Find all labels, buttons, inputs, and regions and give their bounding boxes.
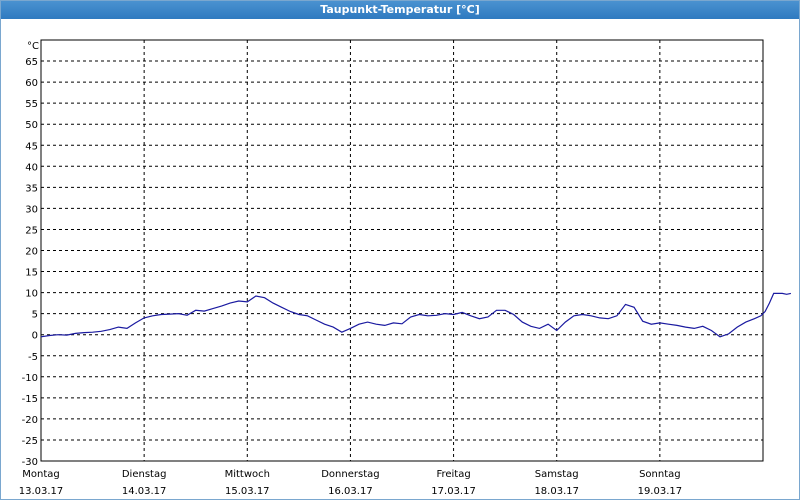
grid (41, 40, 763, 461)
x-tick-day-name: Mittwoch (225, 469, 270, 480)
x-tick-date: 15.03.17 (225, 486, 270, 497)
plot-border (40, 39, 764, 462)
y-tick-label: 20 (25, 247, 38, 258)
y-tick-label: -10 (22, 373, 38, 384)
y-tick-label: 15 (25, 268, 38, 279)
x-tick-date: 19.03.17 (638, 486, 683, 497)
y-ticks: 65605550454035302520151050-5-10-15-20-25… (22, 57, 38, 468)
x-tick-day-name: Montag (22, 469, 59, 480)
y-tick-label: -20 (22, 415, 38, 426)
x-ticks: Montag 13.03.17 Dienstag 14.03.17 Mittwoch 15… (19, 469, 682, 497)
y-tick-label: 55 (25, 99, 38, 110)
y-tick-label: 5 (32, 310, 38, 321)
x-tick-date: 17.03.17 (431, 486, 476, 497)
y-tick-label: 30 (25, 204, 38, 215)
x-tick-day-name: Dienstag (122, 469, 167, 480)
y-axis-unit: °C (27, 41, 39, 52)
y-tick-label: 60 (25, 78, 38, 89)
y-tick-label: 50 (25, 120, 38, 131)
y-tick-label: -15 (22, 394, 38, 405)
y-tick-label: -5 (28, 352, 38, 363)
y-tick-label: 65 (25, 57, 38, 68)
x-tick-date: 18.03.17 (534, 486, 579, 497)
x-tick-day-name: Sonntag (639, 469, 681, 480)
y-tick-label: 45 (25, 141, 38, 152)
x-tick-date: 14.03.17 (122, 486, 167, 497)
dewpoint-series-line (40, 292, 792, 338)
y-tick-label: -30 (22, 457, 38, 468)
y-tick-label: 25 (25, 225, 38, 236)
y-tick-label: -25 (22, 436, 38, 447)
x-tick-date: 16.03.17 (328, 486, 373, 497)
x-tick-day-name: Freitag (436, 469, 470, 480)
y-tick-label: 35 (25, 183, 38, 194)
x-tick-day-name: Donnerstag (321, 469, 379, 480)
x-tick-date: 13.03.17 (19, 486, 64, 497)
y-tick-label: 10 (25, 289, 38, 300)
x-tick-day-name: Samstag (535, 469, 579, 480)
y-tick-label: 40 (25, 162, 38, 173)
window-title: Taupunkt-Temperatur [°C] (1, 1, 799, 19)
y-tick-label: 0 (32, 331, 38, 342)
